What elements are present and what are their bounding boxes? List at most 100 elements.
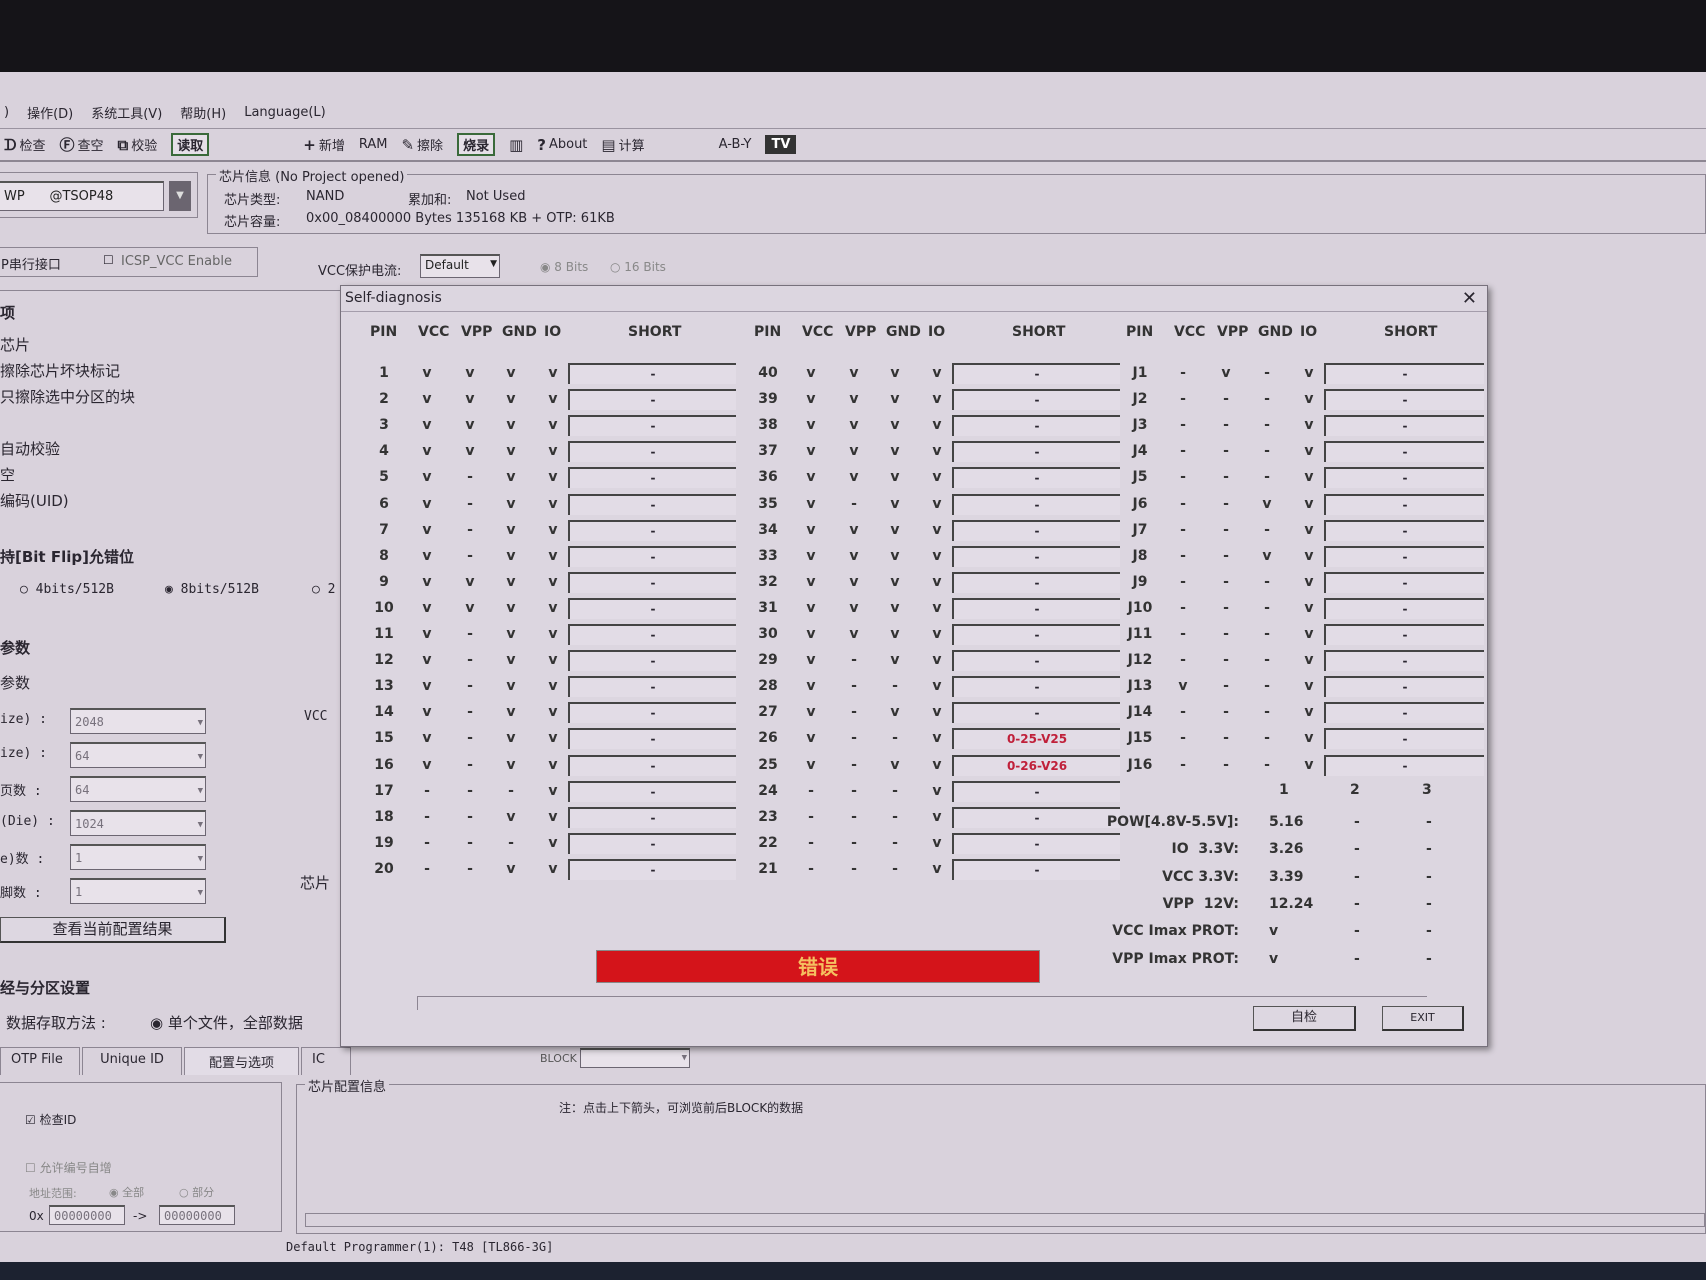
param-select[interactable]: 64 ▼	[70, 776, 206, 802]
toolbar-button-9[interactable]: ? About	[537, 136, 587, 154]
pin-status: -	[1264, 521, 1270, 538]
pin-status: -	[851, 834, 857, 851]
check-id-checkbox[interactable]: ☑ 检查ID	[25, 1113, 77, 1127]
access-method-radio[interactable]: ◉ 单个文件，全部数据	[150, 1014, 303, 1032]
toolbar-button-5[interactable]: RAM	[359, 137, 388, 152]
chevron-down-icon: ▼	[197, 888, 203, 898]
pin-status: v	[932, 495, 942, 512]
toolbar-button-11[interactable]: A-B-Y	[719, 137, 752, 152]
option-item[interactable]: 只擦除选中分区的块	[0, 388, 136, 406]
short-field: -	[952, 832, 1120, 854]
pin-status: -	[1180, 495, 1186, 512]
about-icon: ?	[537, 135, 546, 154]
toolbar-button-7[interactable]: 烧录	[457, 133, 496, 156]
option-item[interactable]: 芯片	[0, 336, 31, 354]
toolbar-button-6[interactable]: ✎ 擦除	[401, 135, 443, 155]
config-info-group: 芯片配置信息 注：点击上下箭头，可浏览前后BLOCK的数据	[296, 1076, 1706, 1234]
tab-unique-id[interactable]: Unique ID	[82, 1047, 182, 1075]
pin-status: v	[890, 521, 900, 538]
toolbar-button-0[interactable]: ᗪ 检查	[4, 135, 45, 155]
pin-status: v	[548, 678, 558, 695]
block-select[interactable]: ▼	[580, 1048, 690, 1068]
chip-info-title: 芯片信息 (No Project opened)	[216, 166, 408, 185]
vcc-protect-select[interactable]: Default ▼	[420, 254, 500, 278]
toolbar-button-2[interactable]: ⧉ 校验	[118, 135, 158, 155]
menu-item-partial[interactable]: )	[4, 104, 10, 120]
pin-status: v	[422, 730, 432, 747]
stat-label: POW[4.8V-5.5V]:	[1106, 814, 1239, 830]
16bits-radio[interactable]: ○ 16 Bits	[610, 260, 666, 274]
capacity-label: 芯片容量:	[224, 215, 281, 230]
option-item[interactable]: 编码(UID)	[0, 492, 69, 510]
pin-status: v	[1304, 495, 1314, 512]
bitflip-other-radio[interactable]: ○ 2	[312, 582, 336, 597]
pin-number: 39	[758, 391, 778, 408]
chevron-down-icon: ▼	[197, 718, 203, 728]
toolbar-button-10[interactable]: ▤ 计算	[601, 135, 644, 155]
toolbar-button-4[interactable]: + 新增	[303, 135, 345, 155]
menu-item-system-tools[interactable]: 系统工具(V)	[91, 106, 163, 122]
short-field: -	[952, 858, 1120, 880]
pin-status: v	[422, 365, 432, 381]
menu-item-operation[interactable]: 操作(D)	[27, 106, 74, 122]
short-field: -	[568, 858, 736, 880]
pin-number: J1	[1132, 365, 1148, 381]
allow-increment-checkbox[interactable]: ☐ 允许编号自增	[25, 1161, 112, 1175]
stat-label: VCC Imax PROT:	[1112, 923, 1239, 940]
scrollbar[interactable]	[305, 1213, 1705, 1227]
pin-number: 19	[374, 834, 394, 851]
stat-value: -	[1426, 868, 1432, 885]
pin-status: v	[806, 573, 816, 590]
pin-number: 1	[379, 365, 389, 381]
bitflip-4bits-radio[interactable]: ○ 4bits/512B	[20, 582, 114, 597]
stat-value: v	[1269, 950, 1279, 967]
option-item[interactable]: 空	[0, 466, 16, 484]
tab-ic[interactable]: IC	[301, 1047, 351, 1075]
short-field: -	[568, 624, 736, 645]
addr-to-input[interactable]: 00000000	[159, 1205, 235, 1225]
param-select[interactable]: 1 ▼	[70, 878, 206, 904]
tab-config-options[interactable]: 配置与选项	[184, 1047, 299, 1075]
param-row: ize) : 64 ▼	[0, 742, 220, 768]
addr-all-radio[interactable]: ◉ 全部	[109, 1186, 145, 1199]
param-select[interactable]: 2048 ▼	[70, 708, 206, 734]
pin-status: v	[849, 469, 859, 486]
pin-status: -	[467, 782, 473, 799]
pin-status: v	[849, 443, 859, 460]
pin-number: J4	[1132, 443, 1148, 460]
pin-status: v	[890, 417, 900, 434]
toolbar-button-1[interactable]: Ⓕ 查空	[59, 134, 103, 155]
param-select[interactable]: 64 ▼	[70, 742, 206, 768]
icsp-vcc-checkbox[interactable]: ☐	[103, 253, 114, 267]
toolbar-button-8[interactable]: ▥	[509, 136, 523, 154]
pin-status: -	[424, 808, 430, 825]
options-list: 芯片擦除芯片坏块标记 只擦除选中分区的块 自动校验空编码(UID)	[0, 334, 135, 516]
addr-from-input[interactable]: 00000000	[49, 1205, 125, 1225]
option-item[interactable]: 自动校验	[0, 440, 61, 458]
menu-item-help[interactable]: 帮助(H)	[180, 106, 227, 122]
bitflip-8bits-radio[interactable]: ◉ 8bits/512B	[165, 582, 259, 597]
tab-otp-file[interactable]: OTP File	[0, 1047, 80, 1075]
short-field: -	[1324, 389, 1484, 411]
param-select[interactable]: 1024 ▼	[70, 810, 206, 836]
toolbar-label: TV	[771, 137, 791, 152]
exit-button[interactable]: EXIT	[1382, 1006, 1464, 1031]
8bits-radio[interactable]: ◉ 8 Bits	[540, 260, 589, 274]
self-test-button[interactable]: 自检	[1253, 1006, 1356, 1031]
pin-status: v	[548, 704, 558, 721]
short-field: -	[568, 545, 736, 567]
view-config-button[interactable]: 查看当前配置结果	[0, 917, 226, 943]
close-icon[interactable]: ✕	[1461, 288, 1477, 309]
pin-status: v	[506, 469, 516, 486]
toolbar-button-3[interactable]: 读取	[171, 133, 210, 156]
param-select[interactable]: 1 ▼	[70, 844, 206, 870]
menu-item-language[interactable]: Language(L)	[244, 104, 326, 120]
addr-part-radio[interactable]: ○ 部分	[179, 1186, 215, 1199]
chip-select[interactable]: WP @TSOP48	[0, 181, 164, 211]
option-item[interactable]: 擦除芯片坏块标记	[0, 362, 121, 380]
chip-select-dropdown-icon[interactable]: ▼	[169, 181, 191, 211]
option-item[interactable]	[0, 412, 135, 438]
toolbar-button-12[interactable]: TV	[765, 135, 797, 154]
column-header-vcc: VCC	[802, 324, 834, 340]
pin-status: -	[1223, 599, 1229, 616]
